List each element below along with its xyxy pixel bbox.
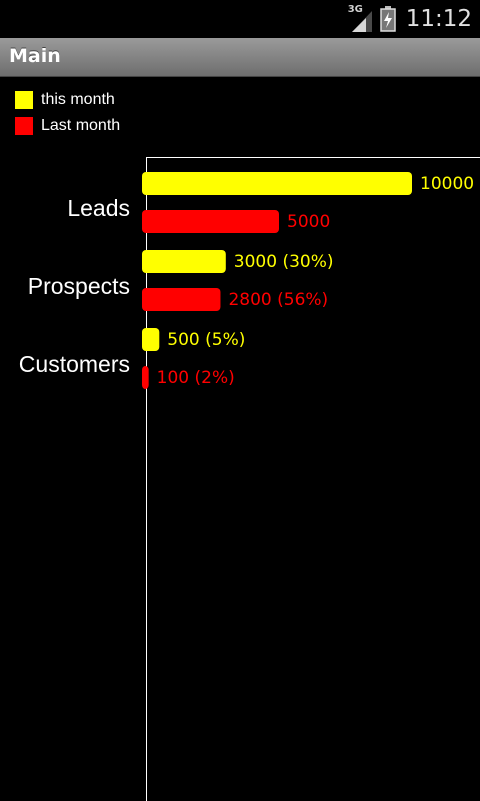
signal-icon: 3G — [347, 4, 374, 33]
legend-swatch-last-month — [15, 117, 33, 135]
category-label: Leads — [67, 195, 130, 221]
bar — [142, 288, 221, 311]
battery-charging-icon — [379, 6, 396, 32]
data-label: 10000 — [420, 174, 474, 194]
category-label: Customers — [19, 351, 130, 377]
data-label: 5000 — [287, 212, 330, 232]
category-label: Prospects — [28, 273, 130, 299]
page-title: Main — [9, 45, 61, 67]
legend-label-this-month: this month — [41, 91, 115, 108]
data-label: 3000 (30%) — [234, 252, 334, 272]
legend-label-last-month: Last month — [41, 117, 121, 134]
bar — [142, 328, 160, 351]
status-bar: 3G 11:12 — [0, 0, 480, 38]
network-type-label: 3G — [347, 4, 363, 15]
bar — [142, 172, 412, 195]
bar — [142, 250, 226, 273]
data-label: 100 (2%) — [157, 368, 235, 388]
bar — [142, 366, 149, 389]
clock: 11:12 — [405, 6, 472, 32]
data-label: 500 (5%) — [167, 330, 245, 350]
data-label: 2800 (56%) — [228, 290, 328, 310]
legend-swatch-this-month — [15, 91, 33, 109]
title-bar: Main — [0, 38, 480, 77]
status-icons: 3G 11:12 — [348, 4, 472, 34]
bar — [142, 210, 279, 233]
